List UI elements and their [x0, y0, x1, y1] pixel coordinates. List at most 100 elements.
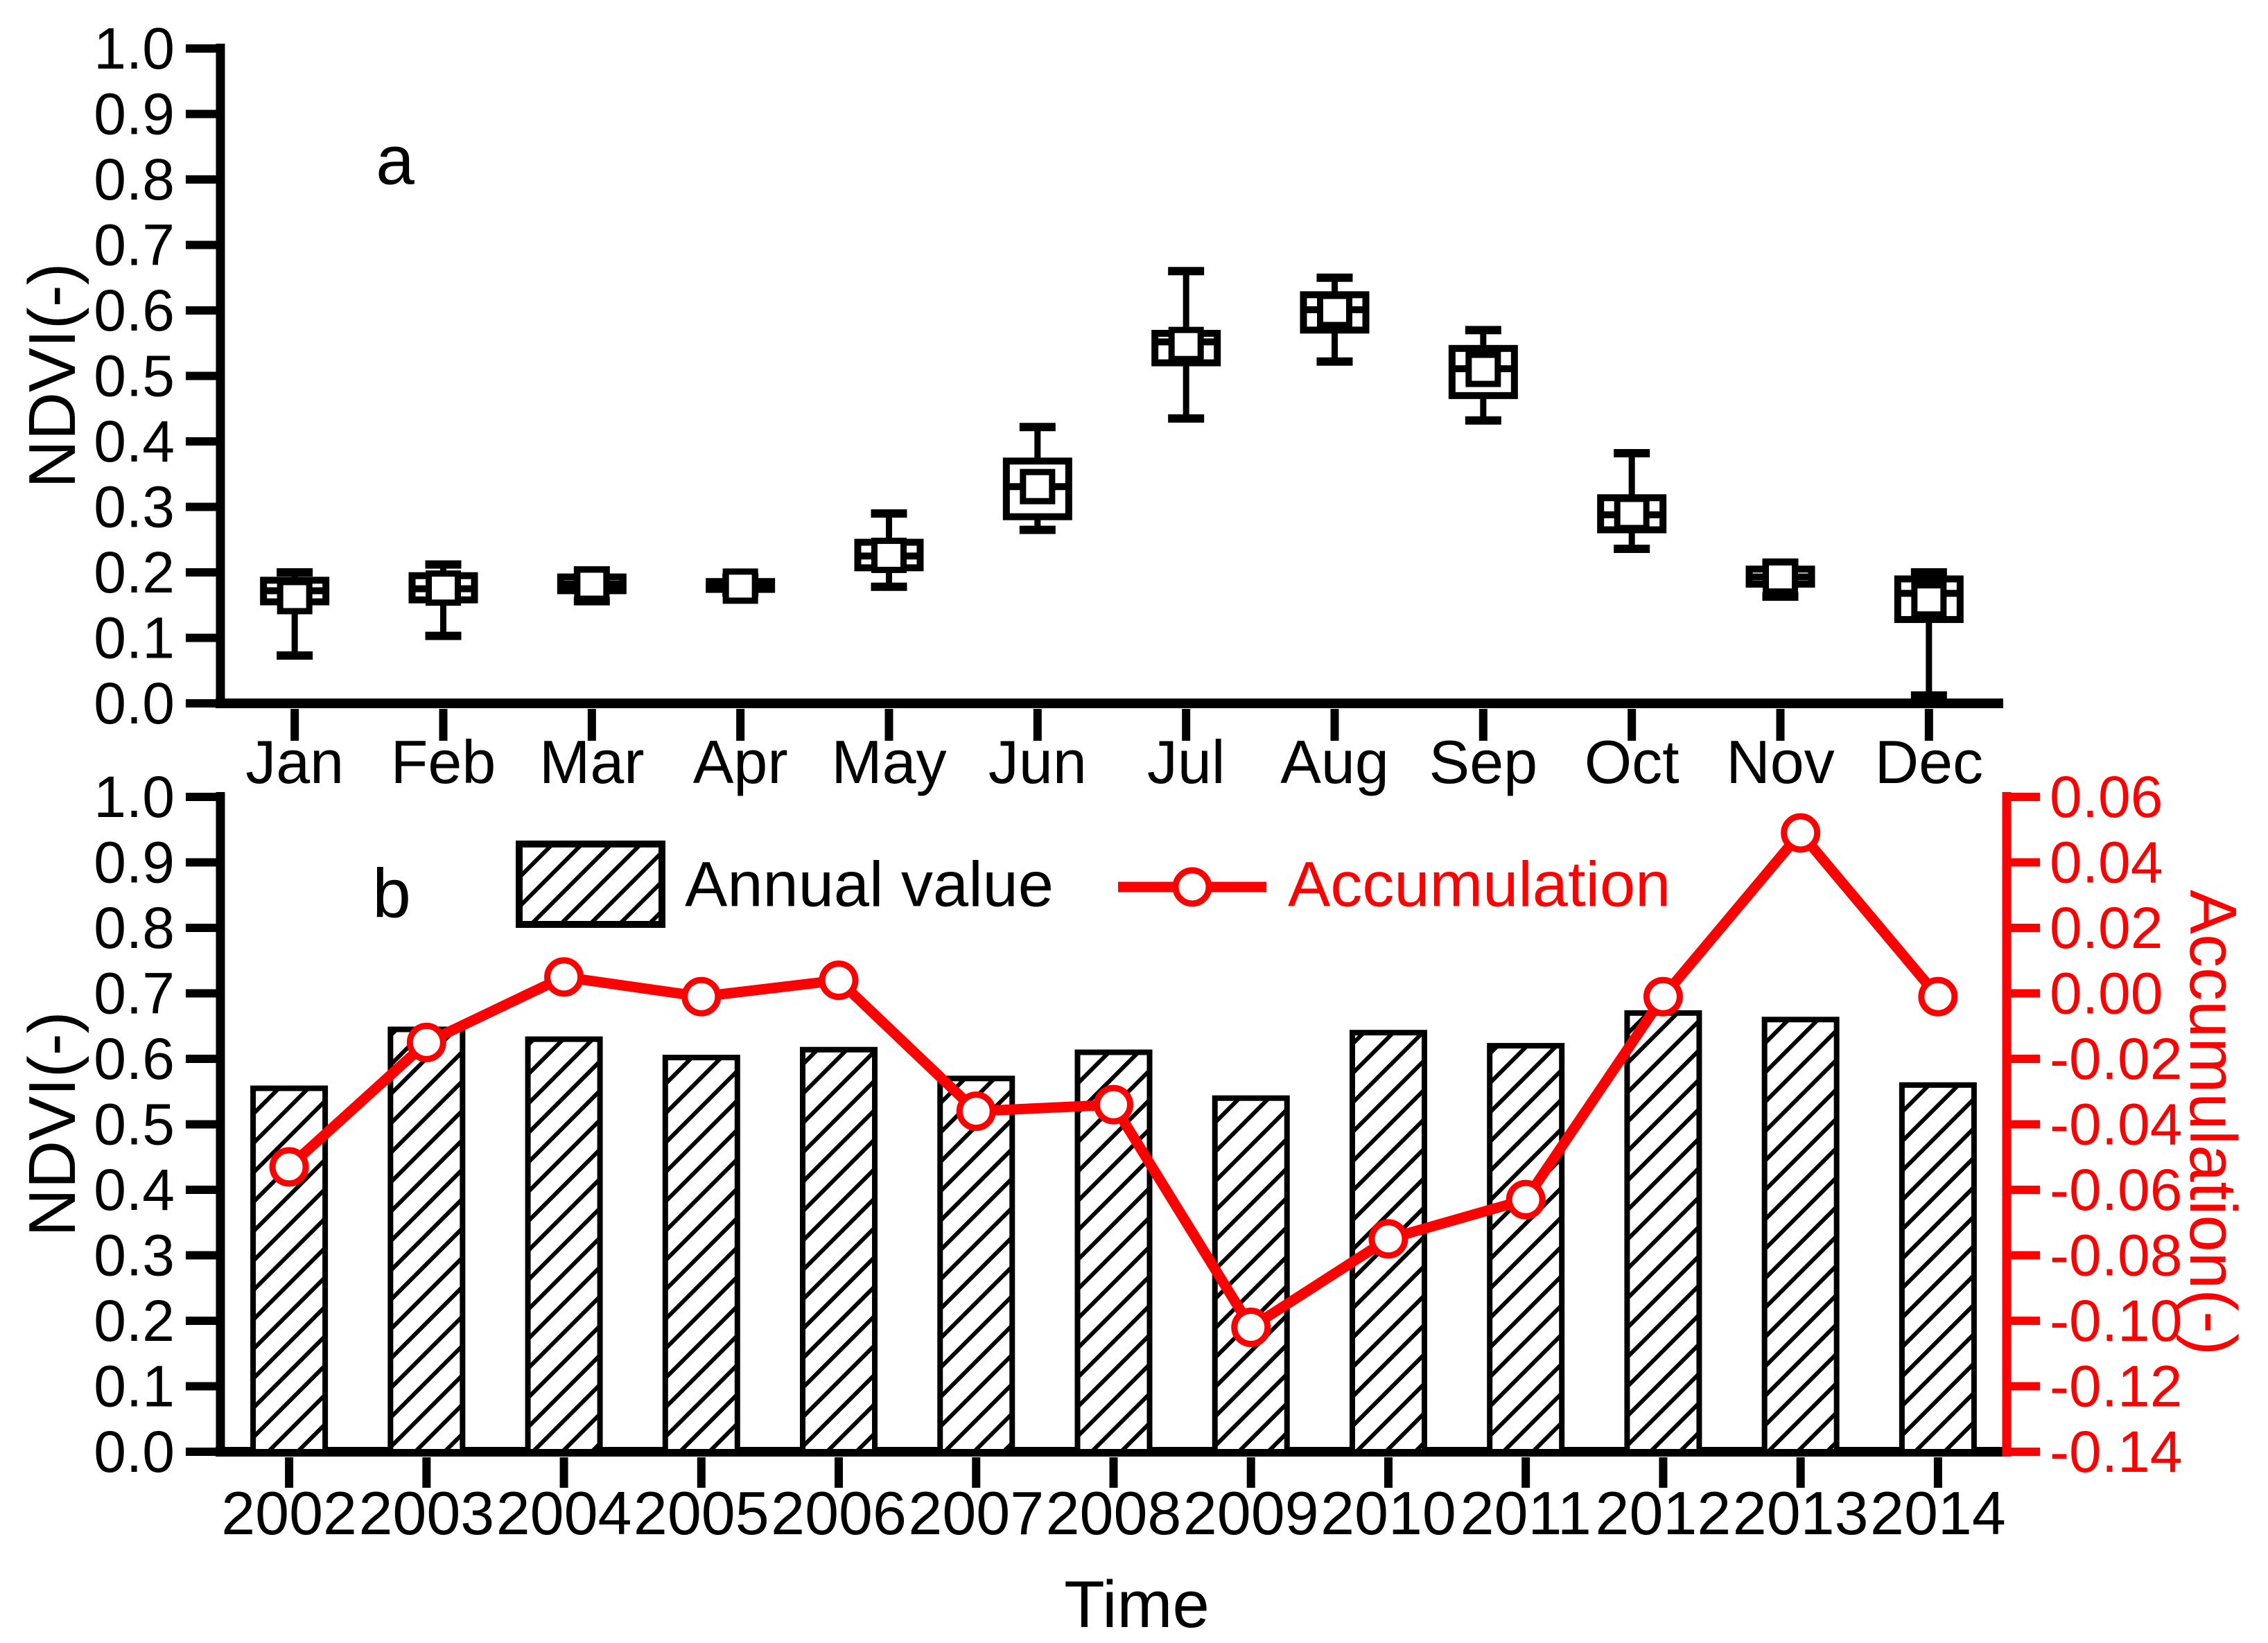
- panel-b-y-axis-title: NDVI(-): [15, 1011, 89, 1237]
- bar-2004: [525, 1036, 603, 1455]
- box-mean-marker: [1465, 351, 1501, 387]
- month-label-jun: Jun: [988, 728, 1087, 796]
- box-mean-marker: [1168, 326, 1204, 362]
- year-label-2007: 2007: [908, 1479, 1044, 1547]
- accumulation-marker-2003: [406, 1022, 446, 1062]
- panel-b-y-tick-label: 1.0: [94, 764, 175, 829]
- bar-2008: [1074, 1049, 1153, 1455]
- panel-b-y-tick-label: 0.8: [94, 895, 175, 960]
- legend-label-annual-value: Annual value: [685, 849, 1054, 920]
- month-label-oct: Oct: [1585, 728, 1680, 796]
- accumulation-tick-label: 0.00: [2050, 961, 2163, 1026]
- box-mean-marker: [426, 570, 461, 606]
- panel-a-y-tick-label: 0.8: [94, 147, 175, 212]
- bar-2010: [1349, 1030, 1427, 1455]
- month-label-aug: Aug: [1280, 728, 1389, 796]
- panel-a-y-tick-label: 0.7: [94, 213, 175, 278]
- panel-a-y-tick-label: 0.4: [94, 409, 175, 474]
- panel-b-y-tick-label: 0.3: [94, 1223, 175, 1288]
- accumulation-marker-2007: [956, 1091, 996, 1132]
- accumulation-tick-label: 0.06: [2050, 764, 2163, 829]
- panel-a-y-tick-label: 0.5: [94, 344, 175, 409]
- month-label-nov: Nov: [1726, 728, 1835, 796]
- accumulation-tick-label: -0.14: [2050, 1419, 2182, 1484]
- accumulation-tick-label: 0.04: [2050, 830, 2163, 895]
- panel-a-y-tick-label: 0.3: [94, 475, 175, 540]
- box-plot-dec: [1894, 568, 1964, 700]
- panel-a-y-tick-label: 0.6: [94, 278, 175, 343]
- box-mean-marker: [1020, 468, 1056, 504]
- panel-b-y-tick-label: 0.6: [94, 1026, 175, 1091]
- annual-value-bars: [250, 1010, 1977, 1455]
- bar-2009: [1212, 1095, 1290, 1455]
- box-mean-marker: [277, 579, 313, 615]
- month-label-apr: Apr: [693, 728, 788, 796]
- box-mean-marker: [1763, 559, 1798, 595]
- accumulation-marker-2010: [1368, 1219, 1408, 1259]
- accumulation-marker-2008: [1094, 1084, 1133, 1125]
- month-label-dec: Dec: [1875, 728, 1984, 796]
- accumulation-marker-2004: [544, 957, 584, 997]
- box-mean-marker: [722, 568, 758, 604]
- accumulation-marker-2012: [1643, 976, 1683, 1017]
- box-plot-jun: [1002, 423, 1072, 534]
- bar-2011: [1487, 1043, 1565, 1455]
- year-label-2014: 2014: [1870, 1479, 2006, 1547]
- panel-b-y-tick-label: 0.9: [94, 830, 175, 895]
- year-label-2008: 2008: [1046, 1479, 1182, 1547]
- panel-a-y-tick-label: 1.0: [94, 16, 175, 81]
- box-plot-feb: [408, 560, 478, 640]
- box-mean-marker: [871, 537, 907, 573]
- bar-2007: [937, 1075, 1015, 1455]
- year-label-2011: 2011: [1460, 1479, 1591, 1547]
- year-label-2010: 2010: [1320, 1479, 1456, 1547]
- accumulation-axis-title: Accumulation(-): [2176, 889, 2250, 1356]
- panel-b-y-tick-label: 0.1: [94, 1354, 175, 1419]
- accumulation-marker-2005: [681, 976, 722, 1017]
- month-label-may: May: [831, 728, 946, 796]
- bar-2005: [662, 1055, 740, 1455]
- accumulation-marker-2014: [1918, 976, 1958, 1017]
- box-plot-sep: [1448, 326, 1518, 425]
- panel-b-y-tick-label: 0.0: [94, 1419, 175, 1484]
- bar-2006: [800, 1046, 878, 1455]
- bar-2012: [1624, 1010, 1702, 1455]
- panel-b-y-tick-label: 0.4: [94, 1157, 175, 1222]
- bar-2014: [1899, 1082, 1977, 1455]
- accumulation-tick-label: -0.08: [2050, 1223, 2182, 1288]
- box-plot-aug: [1300, 273, 1370, 366]
- year-label-2004: 2004: [496, 1479, 632, 1547]
- box-mean-marker: [1911, 582, 1947, 618]
- legend-marker-accumulation: [1172, 867, 1212, 907]
- month-label-sep: Sep: [1429, 728, 1538, 796]
- month-label-feb: Feb: [391, 728, 496, 796]
- panel-b-y-tick-label: 0.2: [94, 1288, 175, 1353]
- year-label-2013: 2013: [1733, 1479, 1869, 1547]
- accumulation-tick-label: -0.10: [2050, 1288, 2182, 1353]
- panel-a-y-axis-title: NDVI(-): [15, 263, 89, 489]
- year-label-2002: 2002: [221, 1479, 357, 1547]
- accumulation-tick-label: 0.02: [2050, 895, 2163, 960]
- bar-2003: [387, 1026, 466, 1455]
- box-mean-marker: [574, 566, 610, 602]
- panel-a-y-tick-label: 0.9: [94, 82, 175, 147]
- year-label-2006: 2006: [771, 1479, 907, 1547]
- panel-a-letter: a: [376, 121, 415, 200]
- accumulation-marker-2006: [819, 960, 859, 1001]
- accumulation-marker-2002: [269, 1147, 309, 1187]
- x-axis-title-time: Time: [1064, 1567, 1210, 1642]
- box-plot-mar: [557, 566, 627, 606]
- legend-swatch-annual-value: [516, 841, 665, 928]
- box-mean-marker: [1317, 292, 1352, 328]
- bar-2013: [1761, 1017, 1840, 1455]
- box-plot-jul: [1151, 267, 1221, 423]
- accumulation-tick-label: -0.02: [2050, 1026, 2182, 1091]
- month-label-jan: Jan: [245, 728, 344, 796]
- legend-label-accumulation: Accumulation: [1288, 849, 1671, 920]
- accumulation-tick-label: -0.06: [2050, 1157, 2182, 1222]
- accumulation-marker-2013: [1781, 813, 1821, 853]
- panel-b-letter: b: [372, 854, 411, 933]
- panel-b-y-tick-label: 0.5: [94, 1092, 175, 1157]
